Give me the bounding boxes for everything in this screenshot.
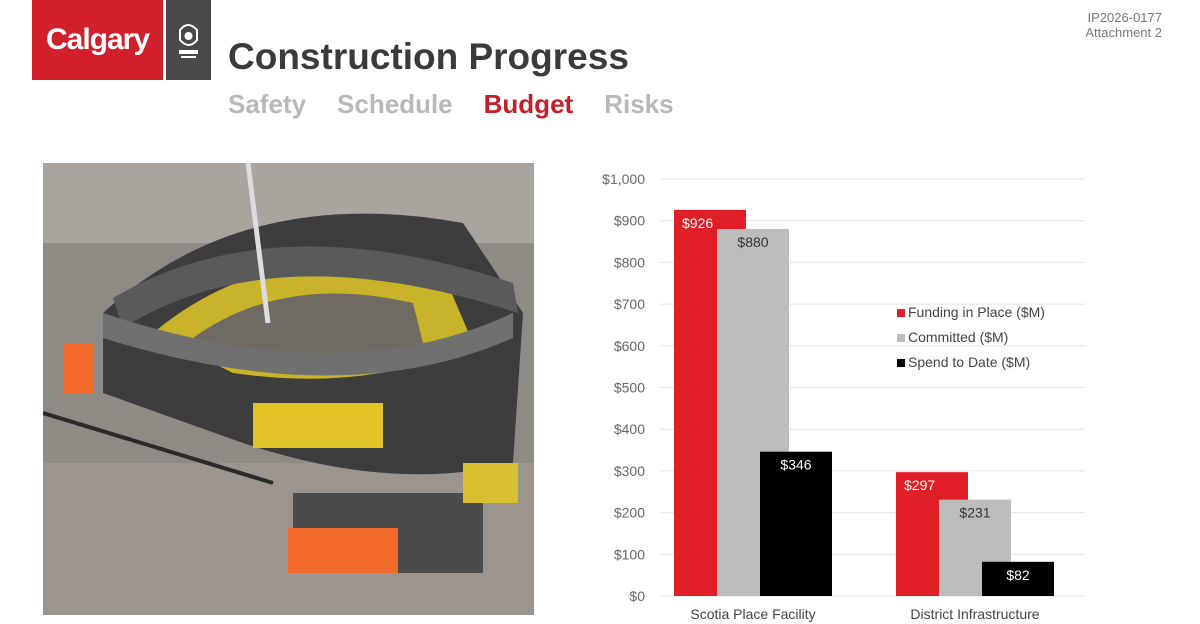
y-tick-label: $200: [614, 505, 645, 521]
doc-ref-attachment: Attachment 2: [1085, 25, 1162, 40]
y-tick-label: $0: [629, 588, 645, 604]
bar: [760, 451, 832, 596]
legend-label: Committed ($M): [908, 329, 1008, 345]
construction-site-photo: [42, 162, 534, 615]
data-label: $82: [1006, 567, 1030, 583]
y-tick-label: $800: [614, 254, 645, 270]
data-label: $297: [904, 477, 935, 493]
page-title: Construction Progress: [228, 36, 629, 77]
legend-swatch: [897, 309, 905, 317]
calgary-logo: Calgary: [32, 0, 163, 80]
city-crest-icon: [166, 0, 211, 80]
y-tick-label: $400: [614, 421, 645, 437]
doc-ref-id: IP2026-0177: [1087, 10, 1162, 25]
tab-schedule[interactable]: Schedule: [337, 89, 453, 119]
budget-bar-chart: $0 $100 $200 $300 $400 $500 $600 $700 $800 $900 $1…: [602, 171, 1085, 622]
legend-label: Spend to Date ($M): [908, 354, 1030, 370]
data-label: $231: [959, 505, 990, 521]
data-label: $880: [737, 234, 768, 250]
tab-safety[interactable]: Safety: [228, 89, 307, 119]
y-tick-label: $600: [614, 338, 645, 354]
y-tick-label: $1,000: [602, 171, 645, 187]
y-tick-label: $500: [614, 380, 645, 396]
document-reference: IP2026-0177 Attachment 2: [1085, 10, 1162, 40]
y-tick-label: $700: [614, 296, 645, 312]
tab-budget[interactable]: Budget: [483, 89, 574, 119]
legend-swatch: [897, 334, 905, 342]
data-label: $346: [780, 457, 811, 473]
y-tick-label: $900: [614, 213, 645, 229]
x-tick-label: District Infrastructure: [910, 606, 1039, 622]
y-tick-label: $300: [614, 463, 645, 479]
bar: [982, 561, 1054, 596]
tab-risks[interactable]: Risks: [604, 89, 674, 119]
logo-text: Calgary: [45, 23, 150, 56]
y-tick-label: $100: [614, 546, 645, 562]
legend-label: Funding in Place ($M): [908, 304, 1045, 320]
section-tabs: Safety Schedule Budget Risks: [228, 89, 674, 120]
legend-swatch: [897, 359, 905, 367]
x-tick-label: Scotia Place Facility: [690, 606, 815, 622]
data-label: $926: [682, 215, 713, 231]
